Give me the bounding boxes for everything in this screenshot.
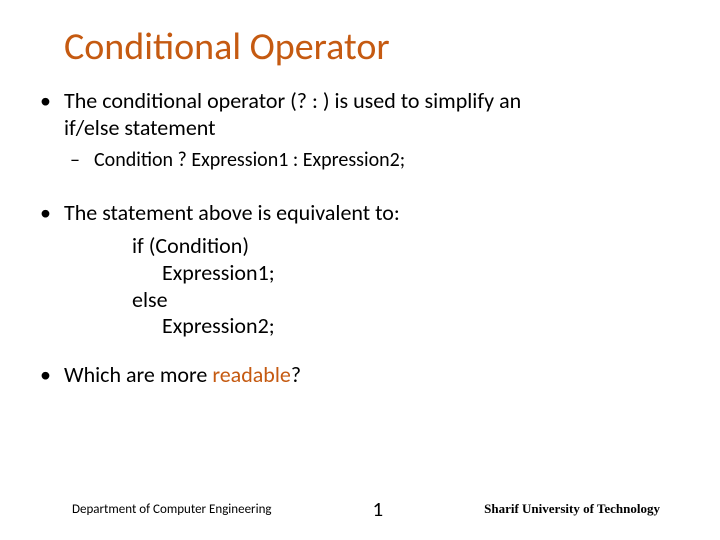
bullet-1-line2: if/else statement — [64, 114, 216, 141]
bullet-1-sub: Condition ? Expression1 : Expression2; — [36, 148, 684, 172]
code-line-3: else — [132, 287, 684, 314]
slide: Conditional Operator The conditional ope… — [0, 0, 720, 540]
code-line-2: Expression1; — [132, 260, 684, 287]
bullet-3-pre: Which are more — [64, 361, 212, 388]
slide-content: The conditional operator (? : ) is used … — [36, 88, 684, 389]
footer-department: Department of Computer Engineering — [72, 502, 272, 517]
code-line-4: Expression2; — [132, 313, 684, 340]
bullet-1: The conditional operator (? : ) is used … — [36, 88, 684, 142]
bullet-3-accent: readable — [212, 361, 291, 388]
bullet-1-line1: The conditional operator (? : ) is used … — [64, 87, 521, 114]
code-block: if (Condition) Expression1; else Express… — [36, 233, 684, 340]
footer-university: Sharif University of Technology — [484, 501, 660, 517]
slide-footer: Department of Computer Engineering 1 Sha… — [0, 496, 720, 522]
code-line-1: if (Condition) — [132, 233, 684, 260]
slide-title: Conditional Operator — [64, 24, 684, 70]
footer-page-number: 1 — [373, 496, 384, 522]
bullet-2: The statement above is equivalent to: — [36, 200, 684, 227]
bullet-3: Which are more readable? — [36, 362, 684, 389]
bullet-3-post: ? — [291, 361, 301, 388]
